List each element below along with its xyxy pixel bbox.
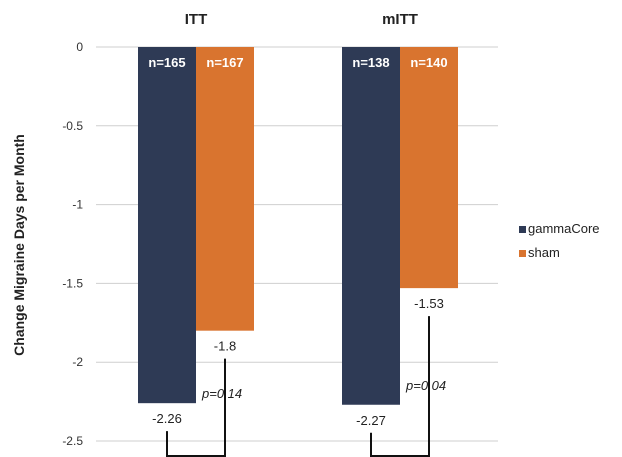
- bars: [138, 47, 458, 405]
- y-tick-label: -2.5: [62, 434, 83, 448]
- value-label: -1.8: [214, 339, 236, 354]
- value-label: -2.27: [356, 413, 386, 428]
- y-tick-label: -1: [72, 198, 83, 212]
- p-value-label: p=0.14: [201, 386, 242, 401]
- bar-gammacore-itt: [138, 47, 196, 403]
- p-value-label: p=0.04: [405, 378, 446, 393]
- value-label: -2.26: [152, 411, 182, 426]
- bar-sham-itt: [196, 47, 254, 331]
- value-label: -1.53: [414, 296, 444, 311]
- y-tick-label: 0: [76, 40, 83, 54]
- group-titles: ITT mITT: [185, 11, 418, 28]
- bar-sham-mitt: [400, 47, 458, 288]
- y-tick-label: -1.5: [62, 276, 83, 290]
- group-title: mITT: [382, 11, 418, 28]
- n-label: n=138: [352, 55, 389, 70]
- n-label: n=140: [410, 55, 447, 70]
- y-axis-label: Change Migraine Days per Month: [11, 134, 27, 356]
- legend-label: sham: [528, 245, 560, 260]
- y-axis-ticks: 0 -0.5 -1 -1.5 -2 -2.5: [62, 40, 83, 448]
- n-label: n=165: [148, 55, 185, 70]
- n-label: n=167: [206, 55, 243, 70]
- legend-label: gammaCore: [528, 221, 600, 236]
- legend-swatch: [519, 226, 526, 233]
- legend: gammaCore sham: [519, 221, 600, 260]
- y-tick-label: -2: [72, 355, 83, 369]
- y-tick-label: -0.5: [62, 119, 83, 133]
- group-title: ITT: [185, 11, 208, 28]
- bar-gammacore-mitt: [342, 47, 400, 405]
- legend-swatch: [519, 250, 526, 257]
